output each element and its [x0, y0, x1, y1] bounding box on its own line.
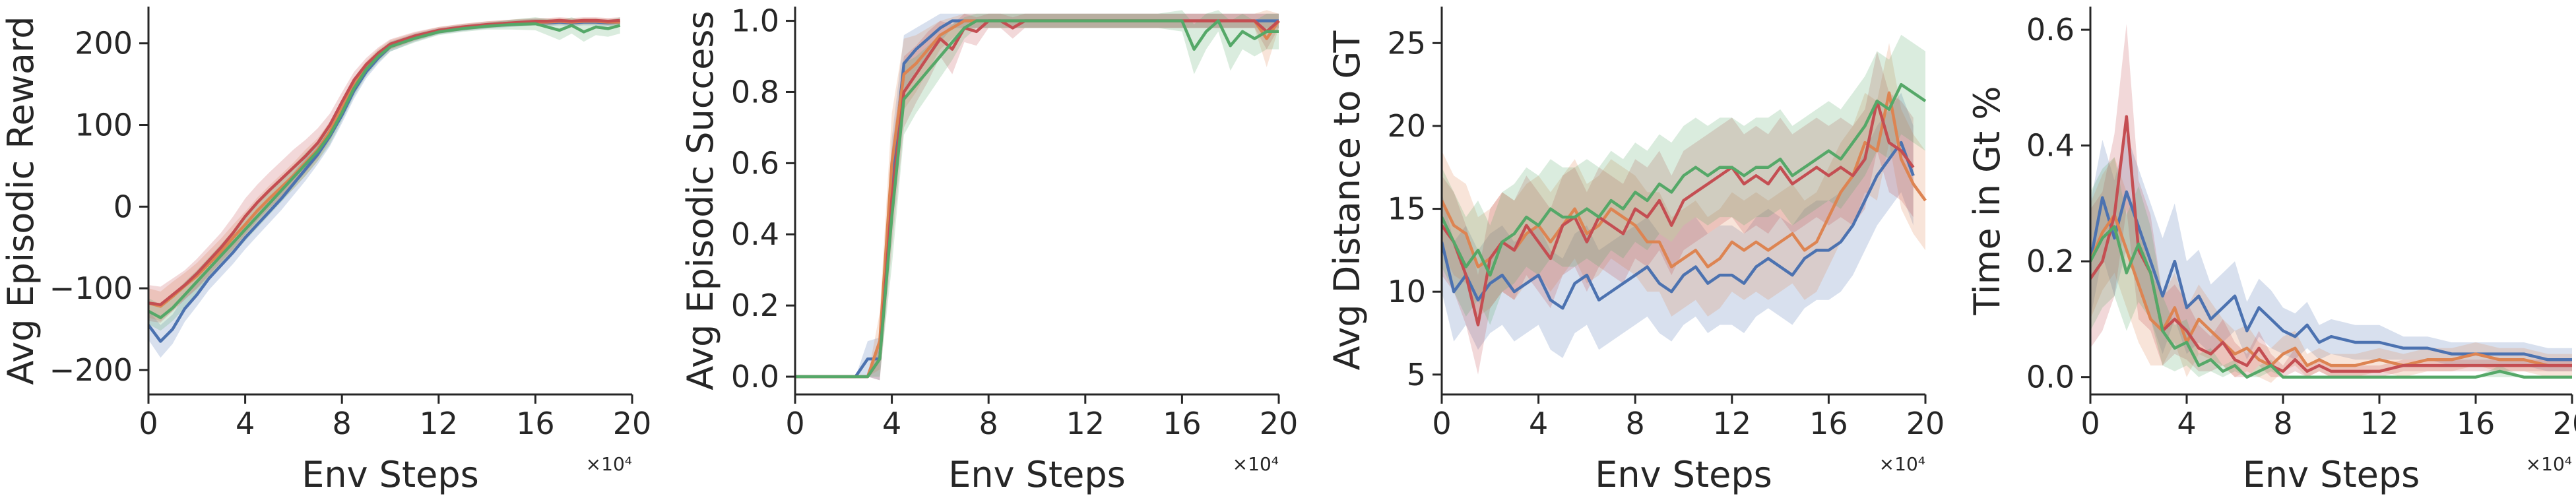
- y-tick-label: 0.4: [731, 216, 779, 252]
- series-4-line: [795, 19, 1279, 379]
- series-4-line: [1442, 82, 1927, 277]
- x-tick-label: 0: [785, 406, 804, 441]
- y-axis-label: Avg Episodic Reward: [0, 16, 42, 385]
- x-tick-label: 12: [1066, 406, 1105, 441]
- x-tick-label: 4: [882, 406, 901, 441]
- y-axis-label: Avg Episodic Success: [680, 11, 721, 390]
- series-1-band: [2090, 134, 2572, 371]
- x-axis-multiplier: ×10⁴: [1879, 453, 1925, 475]
- x-axis-multiplier: ×10⁴: [1233, 453, 1279, 475]
- x-tick-label: 20: [1906, 406, 1945, 441]
- chart-panel-2: 0 4 8 12 16 20 Env Steps ×10⁴ 0.0 0.2 0.4 0.6 0.8 1.0…: [680, 3, 1298, 495]
- x-axis-label: Env Steps: [302, 454, 479, 495]
- series-group: [1442, 34, 1927, 375]
- series-4-line: [148, 22, 621, 319]
- chart-panel-4: 0 4 8 12 16 20 Env Steps ×10⁴ 0.0 0.2 0.4 0.6 Time i…: [1966, 7, 2576, 495]
- x-tick-label: 8: [2273, 406, 2292, 441]
- y-tick-label: 0.2: [731, 288, 779, 323]
- x-tick-label: 0: [1432, 406, 1451, 441]
- y-tick-label: 0.6: [2026, 12, 2075, 47]
- y-tick-label: 100: [75, 107, 133, 142]
- y-tick-label: 0: [113, 189, 133, 224]
- x-tick-label: 8: [333, 406, 352, 441]
- x-tick-label: 12: [420, 406, 459, 441]
- x-axis-label: Env Steps: [2243, 454, 2420, 495]
- y-axis-label: Avg Distance to GT: [1326, 30, 1368, 371]
- y-tick-label: 25: [1387, 25, 1426, 61]
- x-tick-label: 0: [139, 406, 158, 441]
- y-tick-label: 0.0: [2026, 359, 2075, 395]
- x-tick-label: 16: [516, 406, 555, 441]
- y-tick-label: 0.6: [731, 145, 779, 181]
- series-1-line: [795, 19, 1279, 379]
- y-tick-label: 5: [1407, 357, 1426, 392]
- x-tick-label: 4: [236, 406, 255, 441]
- x-tick-label: 20: [613, 406, 652, 441]
- y-tick-label: 0.4: [2026, 128, 2075, 164]
- y-tick-label: 1.0: [731, 3, 779, 39]
- x-tick-label: 8: [1626, 406, 1645, 441]
- series-2-line: [1442, 91, 1927, 268]
- series-4-band: [1442, 34, 1925, 325]
- x-tick-label: 8: [979, 406, 998, 441]
- x-tick-label: 12: [1713, 406, 1752, 441]
- y-tick-label: −200: [49, 352, 133, 388]
- series-2-band: [795, 10, 1279, 377]
- series-1-band: [1442, 92, 1914, 358]
- series-1-line: [2090, 190, 2572, 361]
- series-2-line: [795, 19, 1280, 379]
- series-group: [148, 17, 621, 358]
- series-1-line: [148, 20, 620, 343]
- series-group: [2090, 24, 2572, 383]
- y-tick-label: 0.0: [731, 359, 779, 394]
- series-1-line: [1442, 141, 1915, 310]
- x-tick-label: 4: [2177, 406, 2196, 441]
- series-3-line: [795, 19, 1280, 379]
- y-tick-label: 0.2: [2026, 243, 2075, 279]
- y-tick-label: 20: [1387, 108, 1426, 144]
- x-tick-label: 20: [2553, 406, 2576, 441]
- chart-panel-3: 0 4 8 12 16 20 Env Steps ×10⁴ 5 10 15 20 25 Avg Dista…: [1326, 7, 1945, 495]
- series-3-line: [148, 18, 620, 307]
- series-4-band: [795, 10, 1279, 377]
- y-tick-label: 10: [1387, 274, 1426, 309]
- y-axis-label: Time in Gt %: [1966, 86, 2008, 315]
- x-tick-label: 12: [2360, 406, 2399, 441]
- series-1-band: [148, 18, 620, 358]
- series-3-line: [1442, 99, 1915, 327]
- x-axis-multiplier: ×10⁴: [586, 453, 632, 475]
- x-tick-label: 0: [2080, 406, 2100, 441]
- series-4-line: [2090, 225, 2572, 379]
- x-tick-label: 16: [2457, 406, 2496, 441]
- y-tick-label: 200: [75, 26, 133, 61]
- series-4-band: [148, 17, 620, 331]
- x-axis-label: Env Steps: [948, 454, 1126, 495]
- x-axis-label: Env Steps: [1595, 454, 1772, 495]
- x-tick-label: 16: [1163, 406, 1202, 441]
- series-group: [795, 10, 1280, 381]
- x-tick-label: 4: [1529, 406, 1548, 441]
- y-tick-label: 0.8: [731, 74, 779, 109]
- x-axis-multiplier: ×10⁴: [2526, 453, 2572, 475]
- series-1-band: [795, 13, 1279, 381]
- chart-panel-1: 0 4 8 12 16 20 Env Steps ×10⁴ −200 −100 0 100 200 Avg…: [0, 7, 651, 495]
- y-tick-label: 15: [1387, 191, 1426, 227]
- series-3-band: [795, 13, 1279, 381]
- x-tick-label: 16: [1809, 406, 1848, 441]
- y-tick-label: −100: [49, 270, 133, 306]
- x-tick-label: 20: [1260, 406, 1299, 441]
- series-2-band: [2090, 157, 2572, 383]
